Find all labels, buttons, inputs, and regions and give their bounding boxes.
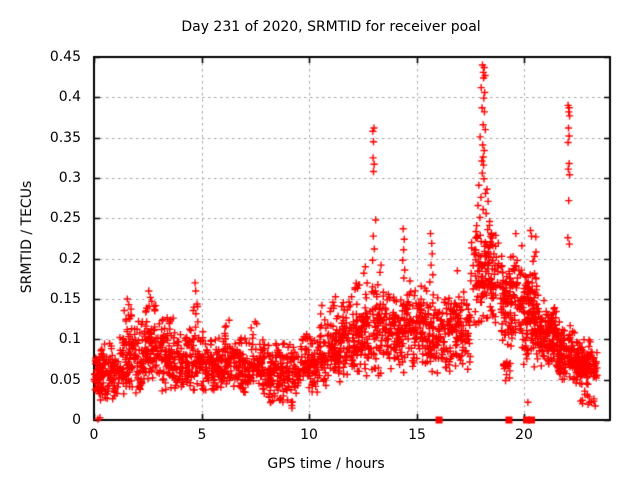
y-tick-label: 0.15 — [49, 291, 81, 307]
y-tick-label: 0.1 — [58, 331, 81, 347]
x-tick-label: 0 — [89, 427, 99, 443]
y-tick-label: 0 — [72, 412, 81, 428]
y-tick-label: 0.25 — [49, 210, 81, 226]
y-tick-label: 0.4 — [58, 89, 81, 105]
x-tick-label: 10 — [300, 427, 318, 443]
y-axis-label: SRMTID / TECUs — [19, 180, 35, 294]
x-tick-label: 15 — [408, 427, 426, 443]
y-tick-label: 0.05 — [49, 372, 81, 388]
y-tick-label: 0.35 — [49, 130, 81, 146]
x-tick-label: 5 — [197, 427, 207, 443]
chart-title: Day 231 of 2020, SRMTID for receiver poa… — [181, 19, 481, 35]
y-tick-label: 0.3 — [58, 170, 81, 186]
y-tick-label: 0.2 — [58, 251, 81, 267]
x-tick-label: 20 — [515, 427, 533, 443]
y-tick-label: 0.45 — [49, 49, 81, 65]
x-axis-label: GPS time / hours — [267, 456, 385, 472]
